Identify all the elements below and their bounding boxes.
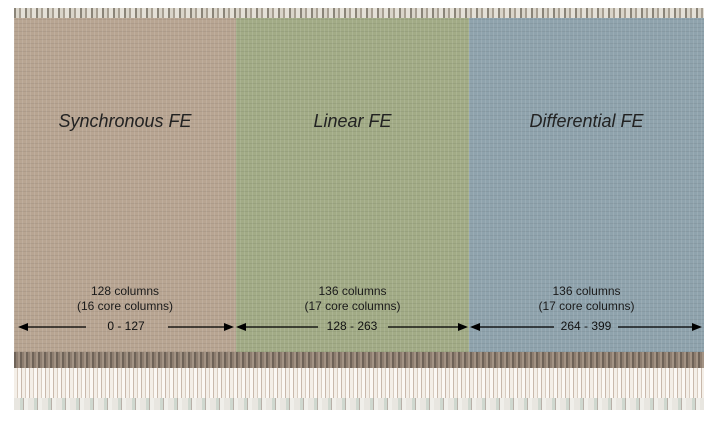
double-arrow-icon [470,323,702,331]
column-count-core: (16 core columns) [76,299,174,313]
range-arrow-differential: 264 - 399 [470,317,702,337]
column-range-label: 0 - 127 [18,319,234,333]
region-title: Synchronous FE [58,111,192,131]
column-count-total: 136 columns [552,284,621,298]
column-range-text: 0 - 127 [107,319,145,333]
range-arrow-synchronous: 0 - 127 [18,317,234,337]
column-count: 136 columns (17 core columns) [469,284,704,314]
periphery-dark-strip [14,352,704,368]
region-linear-fe: Linear FE 136 columns (17 core columns) [236,18,469,352]
region-title: Linear FE [313,111,392,131]
double-arrow-icon [236,323,468,331]
bottom-pad-strip [14,398,704,410]
column-count: 136 columns (17 core columns) [236,284,469,314]
region-title: Differential FE [529,111,644,131]
column-range-label: 128 - 263 [236,319,468,333]
double-arrow-icon [18,323,234,331]
column-count-total: 128 columns [90,284,160,298]
column-range-text: 264 - 399 [560,319,612,333]
column-range-label: 264 - 399 [470,319,702,333]
periphery-light-strip [14,368,704,398]
column-count-core: (17 core columns) [304,299,401,313]
range-arrow-linear: 128 - 263 [236,317,468,337]
column-range-text: 128 - 263 [326,319,378,333]
column-count-core: (17 core columns) [538,299,635,313]
column-count-total: 136 columns [318,284,387,298]
column-count: 128 columns (16 core columns) [14,284,236,314]
region-differential-fe: Differential FE 136 columns (17 core col… [469,18,704,352]
region-synchronous-fe: Synchronous FE 128 columns (16 core colu… [14,18,236,352]
